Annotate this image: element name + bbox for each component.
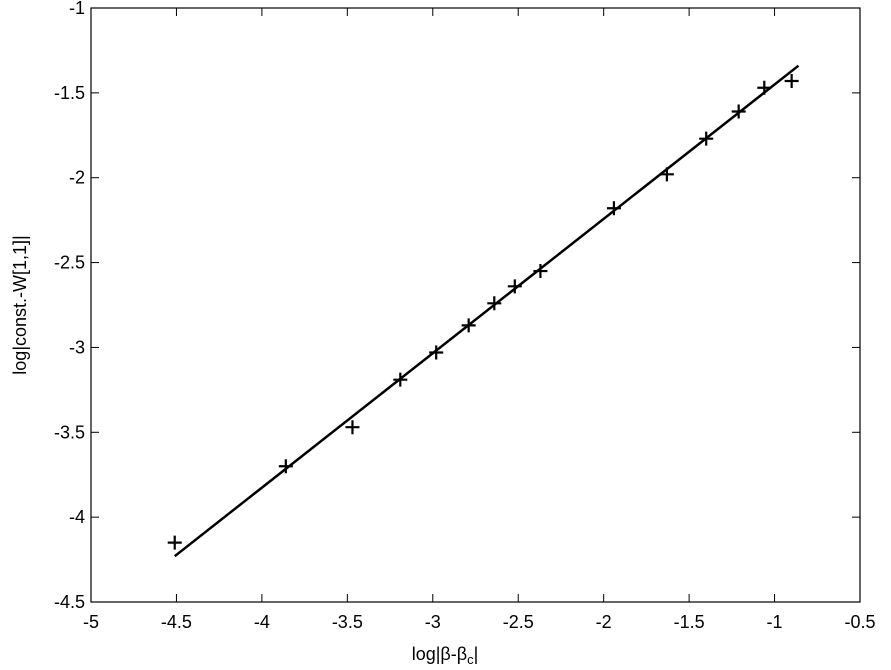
x-tick-label: -2.5 xyxy=(503,612,534,632)
y-tick-label: -2.5 xyxy=(54,253,85,273)
data-point xyxy=(345,420,360,435)
x-axis-label-main: log|β-β xyxy=(412,644,467,664)
y-axis-label: log|const.-W[1,1]| xyxy=(10,235,30,374)
x-tick-label: -4.5 xyxy=(161,612,192,632)
y-tick-label: -3 xyxy=(69,337,85,357)
x-tick-label: -2 xyxy=(596,612,612,632)
x-tick-label: -4 xyxy=(254,612,270,632)
x-tick-label: -1 xyxy=(767,612,783,632)
data-point xyxy=(784,73,799,88)
x-tick-label: -1.5 xyxy=(674,612,705,632)
x-axis-label-tail: | xyxy=(474,644,479,664)
y-tick-label: -3.5 xyxy=(54,422,85,442)
y-tick-label: -1.5 xyxy=(54,83,85,103)
data-point xyxy=(429,345,444,360)
x-axis-label: log|β-βc| xyxy=(412,644,479,667)
x-tick-label: -3 xyxy=(425,612,441,632)
x-axis-label-sub: c xyxy=(467,652,474,667)
plot-frame xyxy=(90,7,861,603)
y-tick-label: -4 xyxy=(69,507,85,527)
y-tick-label: -1 xyxy=(69,0,85,18)
x-tick-label: -0.5 xyxy=(844,612,875,632)
data-point xyxy=(167,535,182,550)
x-tick-label: -3.5 xyxy=(332,612,363,632)
y-tick-label: -4.5 xyxy=(54,592,85,612)
x-tick-label: -5 xyxy=(83,612,99,632)
y-tick-label: -2 xyxy=(69,168,85,188)
fit-line xyxy=(173,64,800,558)
